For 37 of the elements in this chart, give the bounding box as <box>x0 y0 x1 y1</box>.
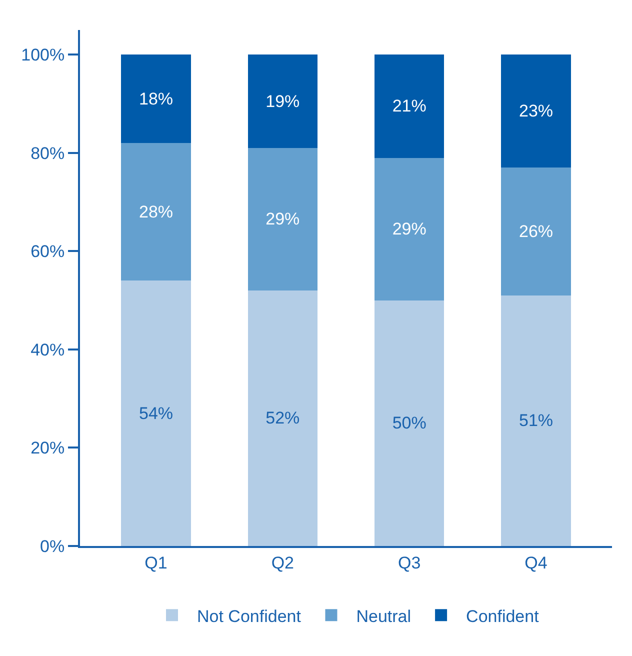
x-tick-label: Q3 <box>398 553 421 572</box>
data-label: 51% <box>518 411 554 430</box>
x-tick-label: Q2 <box>271 553 294 572</box>
bar <box>374 158 444 300</box>
bar <box>248 290 318 546</box>
bar <box>121 54 191 144</box>
bar <box>374 300 444 546</box>
data-label: 21% <box>392 96 426 116</box>
bar <box>501 295 571 546</box>
bar <box>121 143 191 281</box>
data-label: 29% <box>266 210 300 229</box>
data-label: 54% <box>138 404 174 423</box>
data-label: 52% <box>266 408 300 428</box>
y-tick-label: 0% <box>40 536 65 556</box>
y-tick-label: 40% <box>30 340 65 360</box>
y-tick-label: 60% <box>30 242 65 262</box>
x-tick-label: Q4 <box>524 553 548 572</box>
legend-label: Neutral <box>356 606 412 626</box>
y-tick-label: 80% <box>30 144 65 163</box>
legend-label: Not Confident <box>197 606 302 626</box>
bar <box>501 54 571 168</box>
data-label: 28% <box>138 202 174 222</box>
bar <box>248 148 318 290</box>
bar <box>248 54 318 148</box>
x-tick-label: Q1 <box>144 553 168 572</box>
data-label: 23% <box>518 102 554 121</box>
data-label: 29% <box>392 220 426 239</box>
legend-label: Confident <box>466 606 540 626</box>
data-label: 50% <box>392 414 426 433</box>
y-tick-label: 20% <box>30 438 65 458</box>
data-label: 26% <box>518 222 554 241</box>
bar <box>501 168 571 296</box>
bar <box>121 280 191 546</box>
y-tick-label: 100% <box>21 46 65 65</box>
bar <box>374 54 444 158</box>
data-label: 18% <box>138 89 174 108</box>
data-label: 19% <box>266 92 300 111</box>
